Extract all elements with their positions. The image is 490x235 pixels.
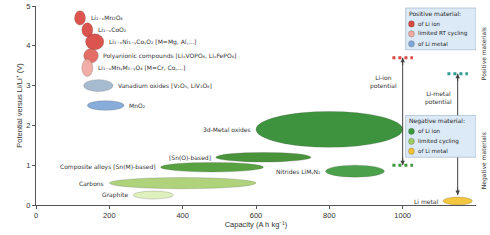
svg-text:0: 0	[34, 211, 38, 220]
svg-text:MnO₂: MnO₂	[129, 102, 146, 109]
svg-text:of Li ion: of Li ion	[418, 128, 441, 134]
svg-text:800: 800	[323, 211, 336, 220]
svg-text:3d-Metal oxides: 3d-Metal oxides	[203, 126, 251, 133]
svg-text:Negative material:: Negative material:	[409, 117, 465, 125]
svg-text:1000: 1000	[394, 211, 411, 220]
svg-text:Composite alloys [Sn(M)-based]: Composite alloys [Sn(M)-based]	[60, 163, 156, 171]
svg-text:5: 5	[26, 2, 30, 11]
svg-text:Positive materials: Positive materials	[480, 27, 487, 80]
svg-text:limited cycling: limited cycling	[418, 138, 459, 145]
svg-text:Li₁₋ₓNi₁₋ᵧCoᵧO₂ [M=Mg, Al,...]: Li₁₋ₓNi₁₋ᵧCoᵧO₂ [M=Mg, Al,...]	[109, 38, 196, 46]
svg-text:Graphite: Graphite	[102, 191, 128, 199]
svg-text:Li metal: Li metal	[414, 198, 438, 205]
svg-text:Vanadium oxides [V₂O₅, LiV₃O₈]: Vanadium oxides [V₂O₅, LiV₃O₈]	[118, 82, 212, 89]
svg-text:4: 4	[26, 41, 30, 50]
svg-text:Potential versus Li/Li⁺ (V): Potential versus Li/Li⁺ (V)	[15, 63, 24, 148]
svg-text:Li-metalpotential: Li-metalpotential	[425, 90, 452, 106]
svg-text:Capacity (A h kg⁻¹): Capacity (A h kg⁻¹)	[225, 220, 288, 229]
svg-text:Li-ionpotential: Li-ionpotential	[370, 74, 397, 90]
svg-text:Nitrides LiMᵧN₂: Nitrides LiMᵧN₂	[276, 168, 321, 175]
svg-text:200: 200	[103, 211, 116, 220]
svg-text:Polyanionic compounds [LiₓVOPO: Polyanionic compounds [LiₓVOPO₄, LiₓFePO…	[103, 52, 236, 60]
svg-text:3: 3	[26, 81, 30, 90]
svg-text:Li₁₋ₓMnᵧM₁₋ᵧO₄ [M=Cr, Co,...]: Li₁₋ₓMnᵧM₁₋ᵧO₄ [M=Cr, Co,...]	[98, 64, 185, 71]
svg-text:of Li ion: of Li ion	[418, 21, 441, 27]
svg-text:1: 1	[26, 161, 30, 170]
svg-text:2: 2	[26, 121, 30, 130]
svg-text:limited RT cycling: limited RT cycling	[418, 30, 468, 37]
svg-text:Li₁₋ₓCoO₂: Li₁₋ₓCoO₂	[98, 26, 127, 33]
svg-text:0: 0	[26, 201, 30, 210]
svg-text:Li₁₋ₓMn₂O₄: Li₁₋ₓMn₂O₄	[91, 14, 123, 21]
svg-text:Negative materials: Negative materials	[480, 132, 488, 189]
svg-text:[Sn(O)-based]: [Sn(O)-based]	[169, 154, 211, 161]
svg-text:Positive material:: Positive material:	[409, 10, 461, 17]
svg-text:400: 400	[176, 211, 189, 220]
svg-text:of Li metal: of Li metal	[418, 41, 448, 47]
svg-text:600: 600	[250, 211, 263, 220]
svg-text:of Li metal: of Li metal	[418, 148, 448, 154]
svg-text:Carbons: Carbons	[79, 180, 104, 187]
